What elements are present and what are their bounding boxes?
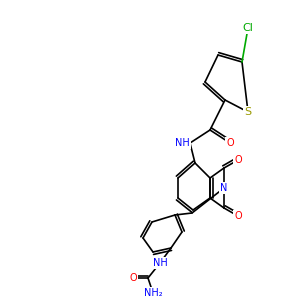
Text: NH: NH <box>153 258 167 268</box>
Text: S: S <box>244 107 252 117</box>
Text: O: O <box>234 211 242 221</box>
Text: Cl: Cl <box>243 23 254 33</box>
Text: O: O <box>129 273 137 283</box>
Text: N: N <box>220 183 228 193</box>
Text: NH₂: NH₂ <box>144 288 162 298</box>
Text: O: O <box>226 138 234 148</box>
Text: NH: NH <box>175 138 190 148</box>
Text: O: O <box>234 155 242 165</box>
